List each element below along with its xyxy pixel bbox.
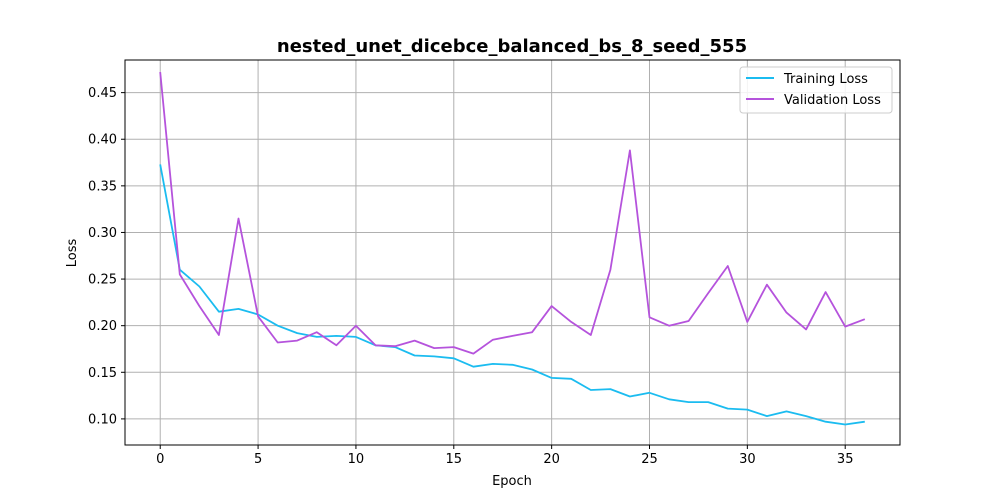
- grid: [125, 60, 900, 445]
- y-axis-label: Loss: [65, 239, 80, 268]
- y-tick-label: 0.30: [88, 226, 117, 241]
- y-tick-label: 0.45: [88, 86, 117, 101]
- legend-label-validation-loss: Validation Loss: [784, 93, 881, 108]
- x-axis-label: Epoch: [492, 474, 532, 489]
- y-tick-label: 0.40: [88, 133, 117, 148]
- x-tick-label: 25: [641, 452, 658, 467]
- legend-label-training-loss: Training Loss: [783, 72, 868, 87]
- plot-frame: [124, 59, 901, 446]
- y-tick-label: 0.20: [88, 319, 117, 334]
- legend: Training Loss Validation Loss: [739, 66, 893, 114]
- series-line-validation-loss: [159, 72, 866, 355]
- y-tick-label: 0.10: [88, 412, 117, 427]
- x-tick-label: 35: [837, 452, 854, 467]
- series-line-training-loss: [159, 164, 865, 426]
- x-tick-label: 5: [254, 452, 262, 467]
- y-tick-label: 0.25: [88, 273, 117, 288]
- x-tick-label: 30: [739, 452, 756, 467]
- axis-ticks: 0 5 10 15 20 25 30 35 0.10 0.15 0.20 0.25 0.30 0.35 0.…: [88, 86, 853, 467]
- y-tick-label: 0.15: [88, 366, 117, 381]
- x-tick-label: 0: [156, 452, 164, 467]
- y-tick-label: 0.35: [88, 179, 117, 194]
- legend-box: [739, 66, 893, 114]
- series-lines: [159, 72, 866, 426]
- x-tick-label: 10: [348, 452, 365, 467]
- x-tick-label: 20: [543, 452, 560, 467]
- chart-title: nested_unet_dicebce_balanced_bs_8_seed_5…: [277, 36, 747, 57]
- x-tick-label: 15: [446, 452, 463, 467]
